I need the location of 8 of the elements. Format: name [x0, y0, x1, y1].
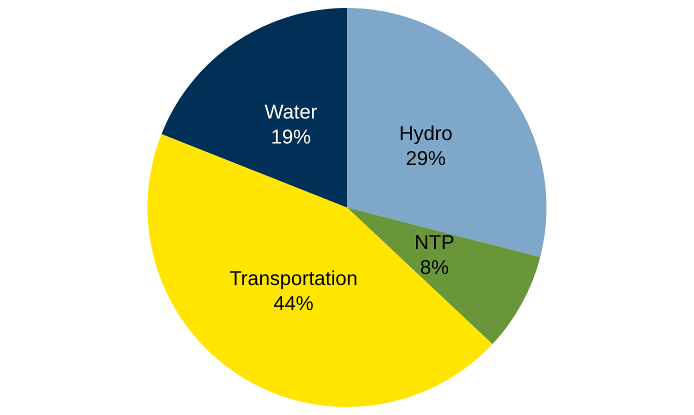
data-label: 44%	[274, 293, 314, 316]
slice-label: Transportation	[229, 268, 358, 290]
data-label: 19%	[270, 126, 312, 149]
slice-label: Water	[264, 102, 318, 124]
slice-label: NTP	[414, 232, 454, 254]
data-label: 29%	[406, 148, 446, 170]
data-label: 8%	[420, 257, 450, 280]
slice-label: Hydro	[399, 122, 452, 145]
